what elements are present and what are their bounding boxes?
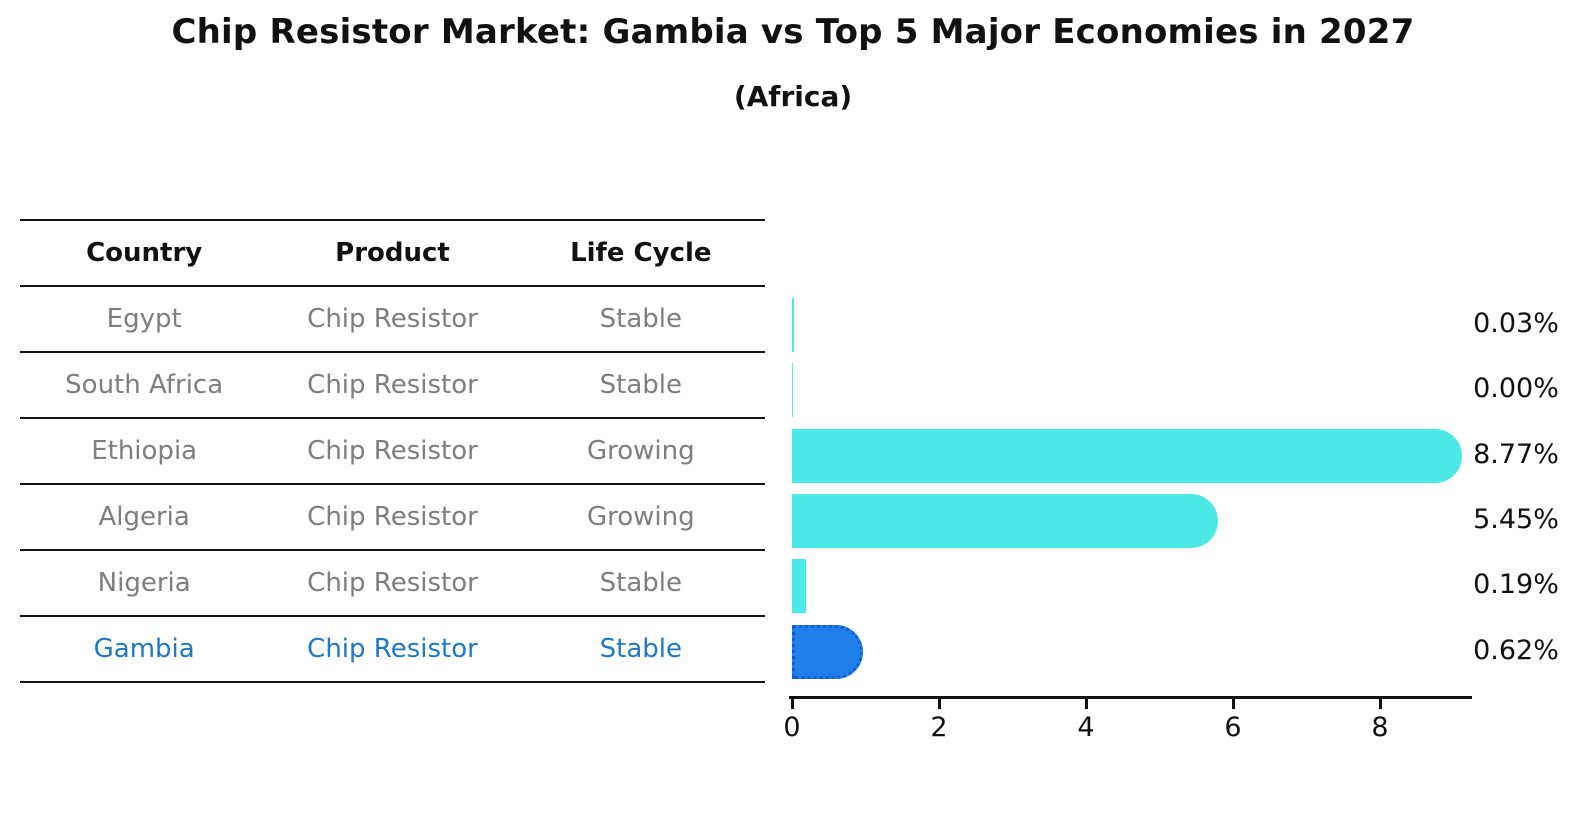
cell-life-cycle: Stable: [599, 304, 682, 334]
bar-south-africa: [792, 363, 793, 418]
chart-title: Chip Resistor Market: Gambia vs Top 5 Ma…: [171, 12, 1415, 52]
cell-life-cycle: Growing: [586, 436, 695, 466]
cell-product: Chip Resistor: [307, 634, 478, 664]
cell-product: Chip Resistor: [307, 304, 478, 334]
cell-country: South Africa: [65, 370, 224, 400]
value-label-gambia: 0.62%: [1473, 634, 1559, 666]
x-tick-label-8: 8: [1371, 712, 1389, 743]
table-row-ethiopia: Ethiopia Chip Resistor Growing: [20, 417, 765, 483]
bar-algeria: [792, 493, 1218, 548]
cell-country: Gambia: [93, 634, 195, 664]
cell-product: Chip Resistor: [307, 370, 478, 400]
value-label-south-africa: 0.00%: [1473, 373, 1559, 405]
bar-nigeria: [792, 559, 806, 614]
chart-subtitle: (Africa): [733, 80, 853, 113]
x-tick-label-0: 0: [783, 712, 801, 743]
x-tick-label-4: 4: [1077, 712, 1095, 743]
cell-country: Egypt: [106, 304, 182, 334]
x-axis-line: [789, 696, 1472, 699]
x-tick-8: [1378, 699, 1382, 709]
cell-country: Ethiopia: [91, 436, 198, 466]
cell-life-cycle: Stable: [599, 634, 682, 664]
column-header-country: Country: [86, 238, 203, 268]
table-row-nigeria: Nigeria Chip Resistor Stable: [20, 549, 765, 615]
x-tick-label-6: 6: [1224, 712, 1242, 743]
value-label-ethiopia: 8.77%: [1473, 438, 1559, 470]
cell-product: Chip Resistor: [307, 502, 478, 532]
cell-life-cycle: Stable: [599, 370, 682, 400]
bar-gambia: [792, 624, 863, 679]
value-label-algeria: 5.45%: [1473, 503, 1559, 535]
x-tick-label-2: 2: [930, 712, 948, 743]
cell-life-cycle: Stable: [599, 568, 682, 598]
x-tick-2: [937, 699, 941, 709]
cell-country: Nigeria: [97, 568, 191, 598]
column-header-life-cycle: Life Cycle: [570, 238, 712, 268]
value-label-egypt: 0.03%: [1473, 308, 1559, 339]
table-body: Egypt Chip Resistor Stable South Africa Chip…: [20, 285, 765, 683]
table-row-egypt: Egypt Chip Resistor Stable: [20, 285, 765, 351]
cell-product: Chip Resistor: [307, 436, 478, 466]
table-row-south-africa: South Africa Chip Resistor Stable: [20, 351, 765, 417]
bar-egypt: [792, 298, 795, 352]
x-tick-4: [1084, 699, 1088, 709]
x-tick-6: [1231, 699, 1235, 709]
table-row-gambia: Gambia Chip Resistor Stable: [20, 615, 765, 683]
table-header-row: Country Product Life Cycle: [20, 219, 765, 285]
cell-product: Chip Resistor: [307, 568, 478, 598]
cell-life-cycle: Growing: [586, 502, 695, 532]
table-row-algeria: Algeria Chip Resistor Growing: [20, 483, 765, 549]
column-header-product: Product: [335, 238, 450, 268]
cell-country: Algeria: [98, 502, 190, 532]
value-label-nigeria: 0.19%: [1473, 569, 1559, 601]
x-tick-0: [790, 699, 794, 709]
bar-ethiopia: [792, 428, 1462, 483]
country-table: Country Product Life Cycle Egypt Chip Res…: [20, 219, 765, 683]
